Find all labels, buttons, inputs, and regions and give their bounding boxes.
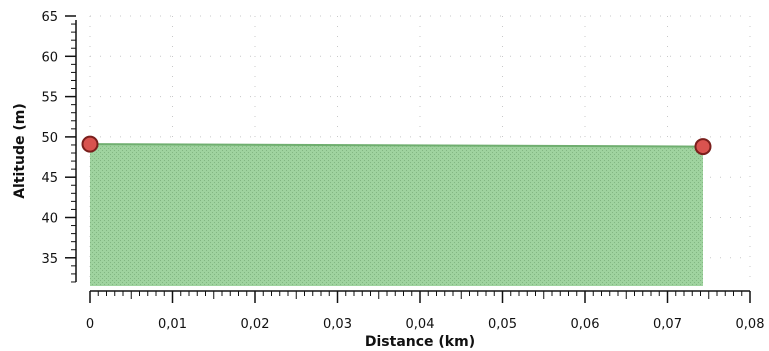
y-tick-label: 60: [41, 50, 58, 65]
point-marker: [694, 138, 712, 156]
x-tick-label: 0,04: [406, 317, 435, 332]
markers: [81, 135, 712, 156]
series-line: [89, 143, 703, 148]
y-tick-label: 40: [41, 211, 58, 226]
x-tick-label: 0,07: [653, 317, 682, 332]
y-axis-title: Altitude (m): [12, 103, 28, 199]
area-series: [89, 143, 703, 286]
x-tick-label: 0,05: [488, 317, 517, 332]
y-tick-label: 50: [41, 131, 58, 146]
y-tick-label: 65: [41, 10, 58, 25]
y-tick-label: 55: [41, 91, 58, 106]
x-tick-label: 0,08: [736, 317, 765, 332]
x-tick-label: 0,02: [241, 317, 270, 332]
x-tick-label: 0,01: [158, 317, 187, 332]
axes: [65, 15, 751, 303]
y-tick-label: 45: [41, 171, 58, 186]
x-axis-title: Distance (km): [365, 334, 475, 350]
x-tick-label: 0,06: [571, 317, 600, 332]
x-tick-label: 0: [86, 317, 94, 332]
area-texture: [90, 144, 703, 286]
tick-labels: 35 40 45 50 55 60 65 0 0,01 0,02 0,03 0,04 0,05 0,06 0…: [41, 10, 764, 332]
point-marker: [81, 135, 99, 153]
x-tick-label: 0,03: [323, 317, 352, 332]
y-tick-label: 35: [41, 252, 58, 267]
